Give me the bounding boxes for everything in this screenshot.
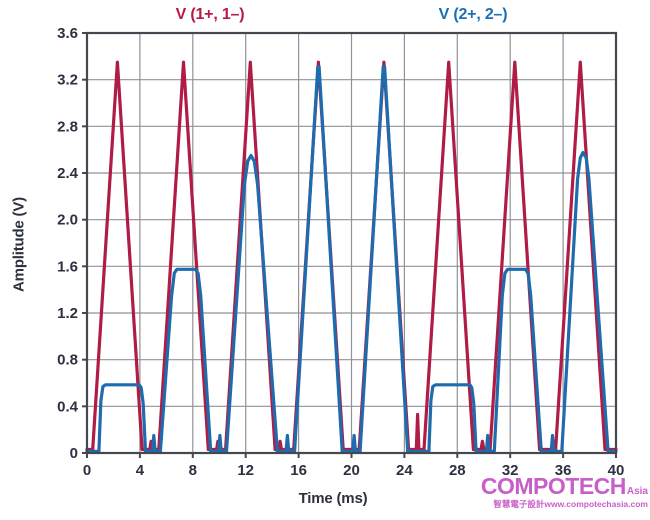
- x-tick-label: 0: [83, 462, 91, 479]
- x-tick-label: 40: [608, 462, 625, 479]
- series2-title: V (2+, 2–): [438, 6, 508, 23]
- watermark-region: Asia: [626, 486, 648, 497]
- y-tick-label: 3.2: [57, 72, 78, 89]
- y-tick-label: 0.4: [57, 398, 79, 415]
- x-tick-label: 16: [290, 462, 307, 479]
- x-tick-label: 4: [136, 462, 145, 479]
- y-tick-label: 2.0: [57, 212, 78, 229]
- x-tick-label: 28: [449, 462, 466, 479]
- y-tick-label: 0.8: [57, 352, 78, 369]
- y-tick-label: 3.6: [57, 25, 78, 42]
- y-tick-label: 2.4: [57, 165, 79, 182]
- x-axis-title: Time (ms): [298, 490, 368, 507]
- plot-frame: [85, 31, 618, 455]
- x-tick-label: 8: [189, 462, 197, 479]
- y-tick-label: 0: [70, 445, 78, 462]
- watermark-brand-line: COMPOTECHAsia: [481, 475, 648, 498]
- x-tick-label: 24: [396, 462, 413, 479]
- x-tick-label: 32: [502, 462, 519, 479]
- y-tick-label: 1.6: [57, 258, 78, 275]
- watermark: COMPOTECHAsia 智慧電子設計www.compotechasia.co…: [481, 475, 648, 509]
- v2-trace: [85, 65, 618, 453]
- y-tick-label: 2.8: [57, 118, 78, 135]
- x-tick-label: 12: [237, 462, 254, 479]
- x-tick-label: 36: [555, 462, 572, 479]
- series1-title: V (1+, 1–): [175, 6, 245, 23]
- watermark-tagline: 智慧電子設計www.compotechasia.com: [493, 499, 648, 509]
- y-tick-label: 1.2: [57, 305, 78, 322]
- x-tick-label: 20: [343, 462, 360, 479]
- watermark-brand: COMPOTECH: [480, 473, 627, 499]
